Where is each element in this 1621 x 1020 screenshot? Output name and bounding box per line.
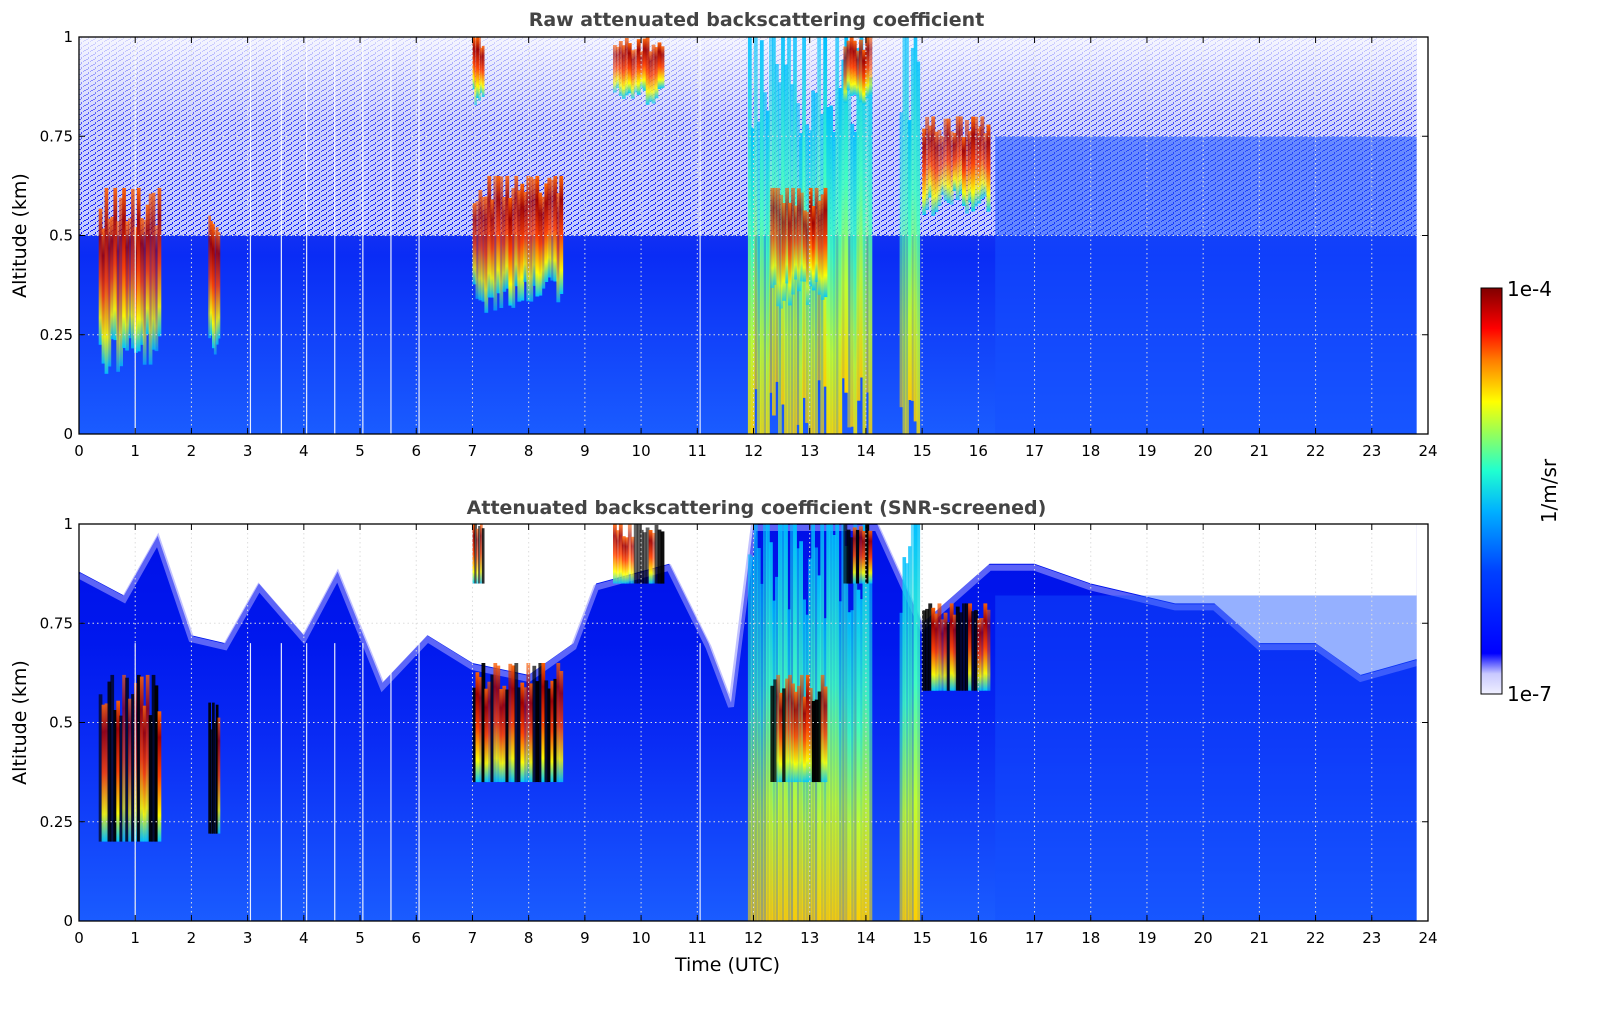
x-tick-label: 14	[856, 442, 875, 460]
y-tick-label: 1	[63, 28, 73, 46]
cloud-feature-3	[472, 663, 564, 783]
plot-area	[79, 37, 1428, 434]
x-tick-label: 5	[355, 442, 365, 460]
x-tick-label: 0	[74, 442, 84, 460]
x-tick-label: 9	[580, 929, 590, 947]
x-tick-label: 1	[130, 929, 140, 947]
boundary-layer	[995, 136, 1417, 434]
x-tick-label: 12	[744, 929, 763, 947]
x-tick-label: 20	[1194, 929, 1213, 947]
x-tick-label: 17	[1025, 929, 1044, 947]
x-tick-label: 21	[1250, 929, 1269, 947]
x-tick-label: 4	[299, 929, 309, 947]
x-tick-label: 22	[1306, 442, 1325, 460]
x-tick-label: 10	[632, 442, 651, 460]
x-tick-label: 23	[1362, 442, 1381, 460]
y-tick-label: 0.25	[40, 326, 73, 344]
plot-area	[79, 524, 1428, 921]
y-axis-label: Altitude (km)	[9, 660, 31, 785]
x-axis-label: Time (UTC)	[674, 954, 780, 976]
chart-title: Raw attenuated backscattering coefficien…	[529, 9, 985, 31]
x-tick-label: 13	[800, 442, 819, 460]
x-tick-label: 24	[1418, 929, 1437, 947]
x-tick-label: 7	[468, 442, 478, 460]
x-tick-label: 11	[688, 929, 707, 947]
x-tick-label: 1	[130, 442, 140, 460]
cloud-feature-5	[613, 524, 665, 584]
y-tick-label: 0.75	[40, 127, 73, 145]
x-tick-label: 18	[1081, 929, 1100, 947]
y-axis-label: Altitude (km)	[9, 173, 31, 298]
x-tick-label: 8	[524, 442, 534, 460]
x-tick-label: 2	[187, 929, 197, 947]
x-tick-label: 12	[744, 442, 763, 460]
colorbar-min-label: 1e-7	[1507, 682, 1552, 706]
cloud-feature-1	[98, 674, 162, 842]
x-tick-label: 2	[187, 442, 197, 460]
x-tick-label: 11	[688, 442, 707, 460]
x-tick-label: 6	[411, 929, 421, 947]
chart-title: Attenuated backscattering coefficient (S…	[467, 497, 1047, 519]
x-tick-label: 3	[243, 442, 253, 460]
x-tick-label: 3	[243, 929, 253, 947]
cloud-feature-10	[922, 116, 991, 216]
y-tick-label: 0.5	[49, 714, 73, 732]
boundary-layer	[995, 595, 1417, 921]
x-tick-label: 24	[1418, 442, 1437, 460]
y-tick-label: 0	[63, 425, 73, 443]
cloud-feature-10	[922, 603, 991, 691]
x-tick-label: 19	[1137, 929, 1156, 947]
cloud-feature-3	[472, 175, 564, 313]
x-tick-label: 10	[632, 929, 651, 947]
x-tick-label: 21	[1250, 442, 1269, 460]
x-tick-label: 13	[800, 929, 819, 947]
cloud-feature-2	[208, 702, 221, 834]
y-tick-label: 1	[63, 515, 73, 533]
x-tick-label: 15	[913, 929, 932, 947]
x-tick-label: 0	[74, 929, 84, 947]
x-tick-label: 18	[1081, 442, 1100, 460]
x-tick-label: 14	[856, 929, 875, 947]
x-tick-label: 8	[524, 929, 534, 947]
y-tick-label: 0.5	[49, 227, 73, 245]
x-tick-label: 4	[299, 442, 309, 460]
x-tick-label: 16	[969, 442, 988, 460]
x-tick-label: 9	[580, 442, 590, 460]
x-tick-label: 5	[355, 929, 365, 947]
x-tick-label: 7	[468, 929, 478, 947]
colorbar-max-label: 1e-4	[1507, 277, 1552, 301]
y-tick-label: 0.75	[40, 614, 73, 632]
x-tick-label: 17	[1025, 442, 1044, 460]
x-tick-label: 19	[1137, 442, 1156, 460]
cloud-feature-4	[472, 524, 485, 584]
cloud-feature-7	[770, 674, 828, 783]
cloud-feature-5	[613, 37, 665, 105]
x-tick-label: 16	[969, 929, 988, 947]
x-tick-label: 20	[1194, 442, 1213, 460]
cloud-feature-8	[843, 524, 873, 584]
x-tick-label: 23	[1362, 929, 1381, 947]
cloud-feature-2	[208, 215, 221, 355]
y-tick-label: 0	[63, 912, 73, 930]
x-tick-label: 6	[411, 442, 421, 460]
x-tick-label: 22	[1306, 929, 1325, 947]
x-tick-label: 15	[913, 442, 932, 460]
screened-region	[79, 524, 1417, 703]
cloud-feature-4	[472, 37, 485, 106]
y-tick-label: 0.25	[40, 813, 73, 831]
cloud-feature-8	[843, 37, 873, 105]
colorbar: 1e-4 1e-7 1/m/sr	[1480, 277, 1561, 706]
cloud-feature-7	[770, 187, 828, 309]
cloud-feature-1	[98, 187, 162, 374]
colorbar-unit-label: 1/m/sr	[1537, 458, 1561, 523]
panel-2: 0 1 2 3 4 5 6 7 8 9 10 11 12 13 14 15 16 17 18 19 20 21 22 23 24…	[9, 497, 1438, 976]
panel-1: 0 1 2 3 4 5 6 7 8 9 10 11 12 13 14 15 16 17 18 19 20 21 22 23 24…	[9, 9, 1438, 460]
colorbar-gradient	[1480, 287, 1503, 695]
